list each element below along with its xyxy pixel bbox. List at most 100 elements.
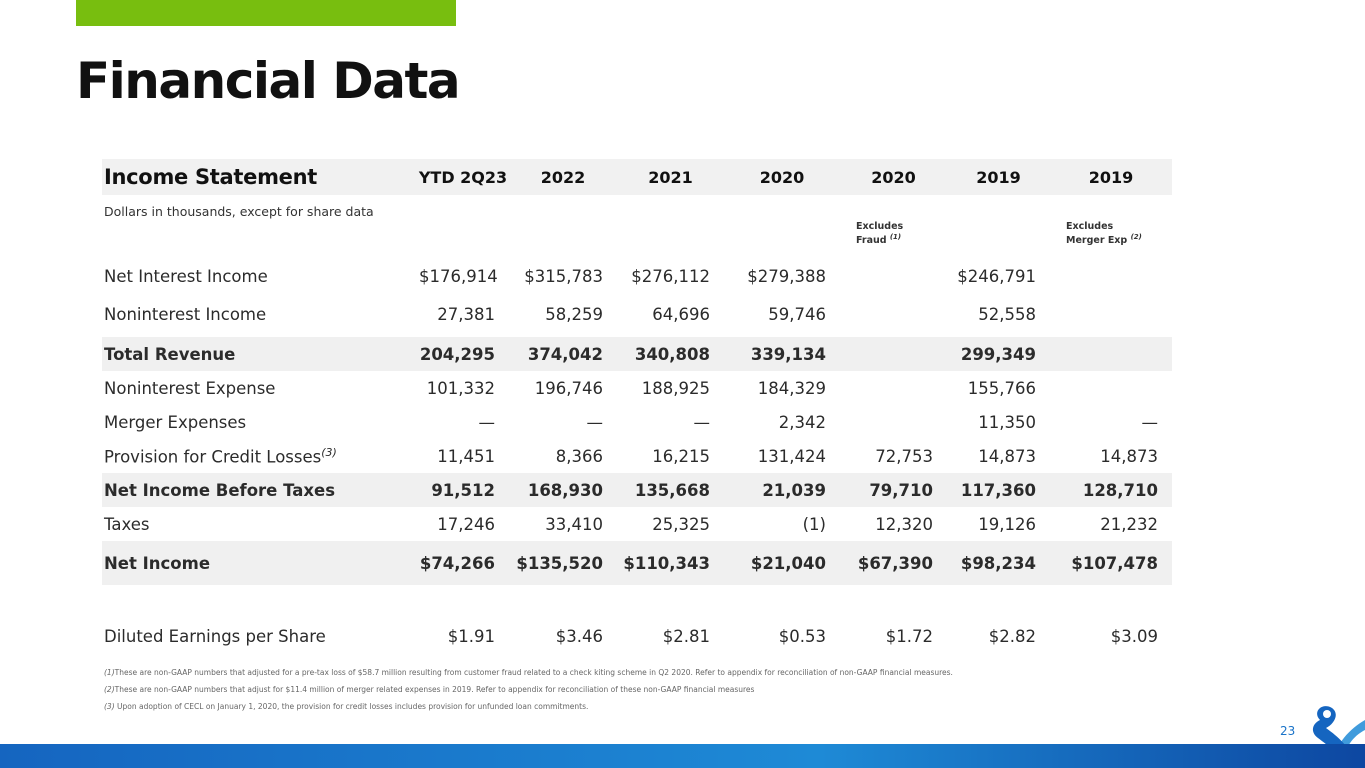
cell: 101,332 (426, 378, 495, 398)
cell: — (586, 412, 604, 432)
row-label: Total Revenue (102, 337, 417, 371)
accent-bar (76, 0, 456, 26)
cell (1050, 261, 1172, 291)
cell: 374,042 (509, 337, 617, 371)
footnote: (1)These are non-GAAP numbers that adjus… (104, 668, 953, 677)
cell: 339,134 (724, 337, 840, 371)
cell: 27,381 (437, 304, 495, 324)
cell: $315,783 (524, 266, 603, 286)
page-number: 23 (1280, 724, 1296, 738)
cell: 91,512 (417, 473, 509, 507)
table-row: Noninterest Expense 101,332 196,746 188,… (102, 371, 1172, 405)
cell: 52,558 (978, 304, 1036, 324)
spacer-row (102, 585, 1172, 613)
cell: 33,410 (545, 514, 603, 534)
table-title: Income Statement (102, 159, 417, 195)
cell: 72,753 (875, 446, 933, 466)
table-row: Provision for Credit Losses(3) 11,451 8,… (102, 439, 1172, 473)
cell: 299,349 (947, 337, 1050, 371)
column-header: 2022 (509, 159, 617, 195)
cell: 12,320 (875, 514, 933, 534)
row-label: Net Income Before Taxes (102, 473, 417, 507)
cell (1050, 337, 1172, 371)
column-header: 2020 (840, 159, 947, 195)
column-header: 2019 (1050, 159, 1172, 195)
cell: 11,350 (978, 412, 1036, 432)
excludes-fraud-note: Excludes Fraud (1) (856, 221, 904, 247)
row-label: Noninterest Income (104, 304, 267, 324)
cell: 188,925 (641, 378, 710, 398)
unit-note: Dollars in thousands, except for share d… (104, 204, 374, 219)
cell: 155,766 (967, 378, 1036, 398)
cell (840, 261, 947, 291)
cell: $21,040 (724, 541, 840, 585)
page-title: Financial Data (76, 52, 461, 110)
cell: 59,746 (768, 304, 826, 324)
cell (840, 405, 947, 439)
table-header-row: Income Statement YTD 2Q23 2022 2021 2020… (102, 159, 1172, 195)
row-label: Diluted Earnings per Share (104, 626, 326, 646)
cell: 58,259 (545, 304, 603, 324)
column-header: 2021 (617, 159, 724, 195)
table-row-net-income: Net Income $74,266 $135,520 $110,343 $21… (102, 541, 1172, 585)
cell: 21,232 (1100, 514, 1158, 534)
cell: $2.81 (662, 626, 710, 646)
row-label: Noninterest Expense (104, 378, 276, 398)
column-header: 2019 (947, 159, 1050, 195)
cell: $107,478 (1050, 541, 1172, 585)
cell: 64,696 (652, 304, 710, 324)
cell: 117,360 (947, 473, 1050, 507)
footnote: (2)These are non-GAAP numbers that adjus… (104, 685, 755, 694)
cell: 128,710 (1050, 473, 1172, 507)
footnotes: (1)These are non-GAAP numbers that adjus… (104, 664, 953, 715)
cell: $246,791 (957, 266, 1036, 286)
cell: 135,668 (617, 473, 724, 507)
footnote-ref: (3) (321, 445, 337, 459)
cell: $176,914 (419, 266, 498, 286)
cell: 8,366 (555, 446, 603, 466)
footnote: (3) Upon adoption of CECL on January 1, … (104, 702, 589, 711)
cell: — (1141, 412, 1159, 432)
cell: 340,808 (617, 337, 724, 371)
cell: $1.72 (885, 626, 933, 646)
cell: — (693, 412, 711, 432)
cell: 16,215 (652, 446, 710, 466)
cell: 2,342 (778, 412, 826, 432)
cell (1050, 291, 1172, 337)
cell: $1.91 (447, 626, 495, 646)
cell: (1) (802, 514, 826, 534)
table-row-eps: Diluted Earnings per Share $1.91 $3.46 $… (102, 613, 1172, 659)
cell: $276,112 (631, 266, 710, 286)
cell: 196,746 (534, 378, 603, 398)
unit-note-row: Dollars in thousands, except for share d… (102, 195, 1172, 261)
income-statement-table: Income Statement YTD 2Q23 2022 2021 2020… (102, 159, 1179, 659)
row-label: Net Income (102, 541, 417, 585)
cell (840, 371, 947, 405)
cell: $3.46 (555, 626, 603, 646)
table-row-net-income-before-taxes: Net Income Before Taxes 91,512 168,930 1… (102, 473, 1172, 507)
cell: 168,930 (509, 473, 617, 507)
cell: 25,325 (652, 514, 710, 534)
table-row: Net Interest Income $176,914 $315,783 $2… (102, 261, 1172, 291)
cell (840, 337, 947, 371)
cell (840, 291, 947, 337)
table-row: Taxes 17,246 33,410 25,325 (1) 12,320 19… (102, 507, 1172, 541)
excludes-merger-note: Excludes Merger Exp (2) (1066, 221, 1142, 247)
row-label: Provision for Credit Losses(3) (104, 445, 337, 467)
row-label: Merger Expenses (104, 412, 247, 432)
cell: — (478, 412, 496, 432)
cell: $110,343 (617, 541, 724, 585)
cell (1050, 371, 1172, 405)
cell: 19,126 (978, 514, 1036, 534)
cell: 11,451 (437, 446, 495, 466)
cell: $279,388 (747, 266, 826, 286)
cell: $135,520 (509, 541, 617, 585)
cell: $74,266 (417, 541, 509, 585)
cell: 21,039 (724, 473, 840, 507)
bottom-band (0, 744, 1365, 768)
column-header: 2020 (724, 159, 840, 195)
table-row: Merger Expenses — — — 2,342 11,350 — (102, 405, 1172, 439)
cell: 131,424 (757, 446, 826, 466)
cell: $2.82 (988, 626, 1036, 646)
cell: $0.53 (778, 626, 826, 646)
